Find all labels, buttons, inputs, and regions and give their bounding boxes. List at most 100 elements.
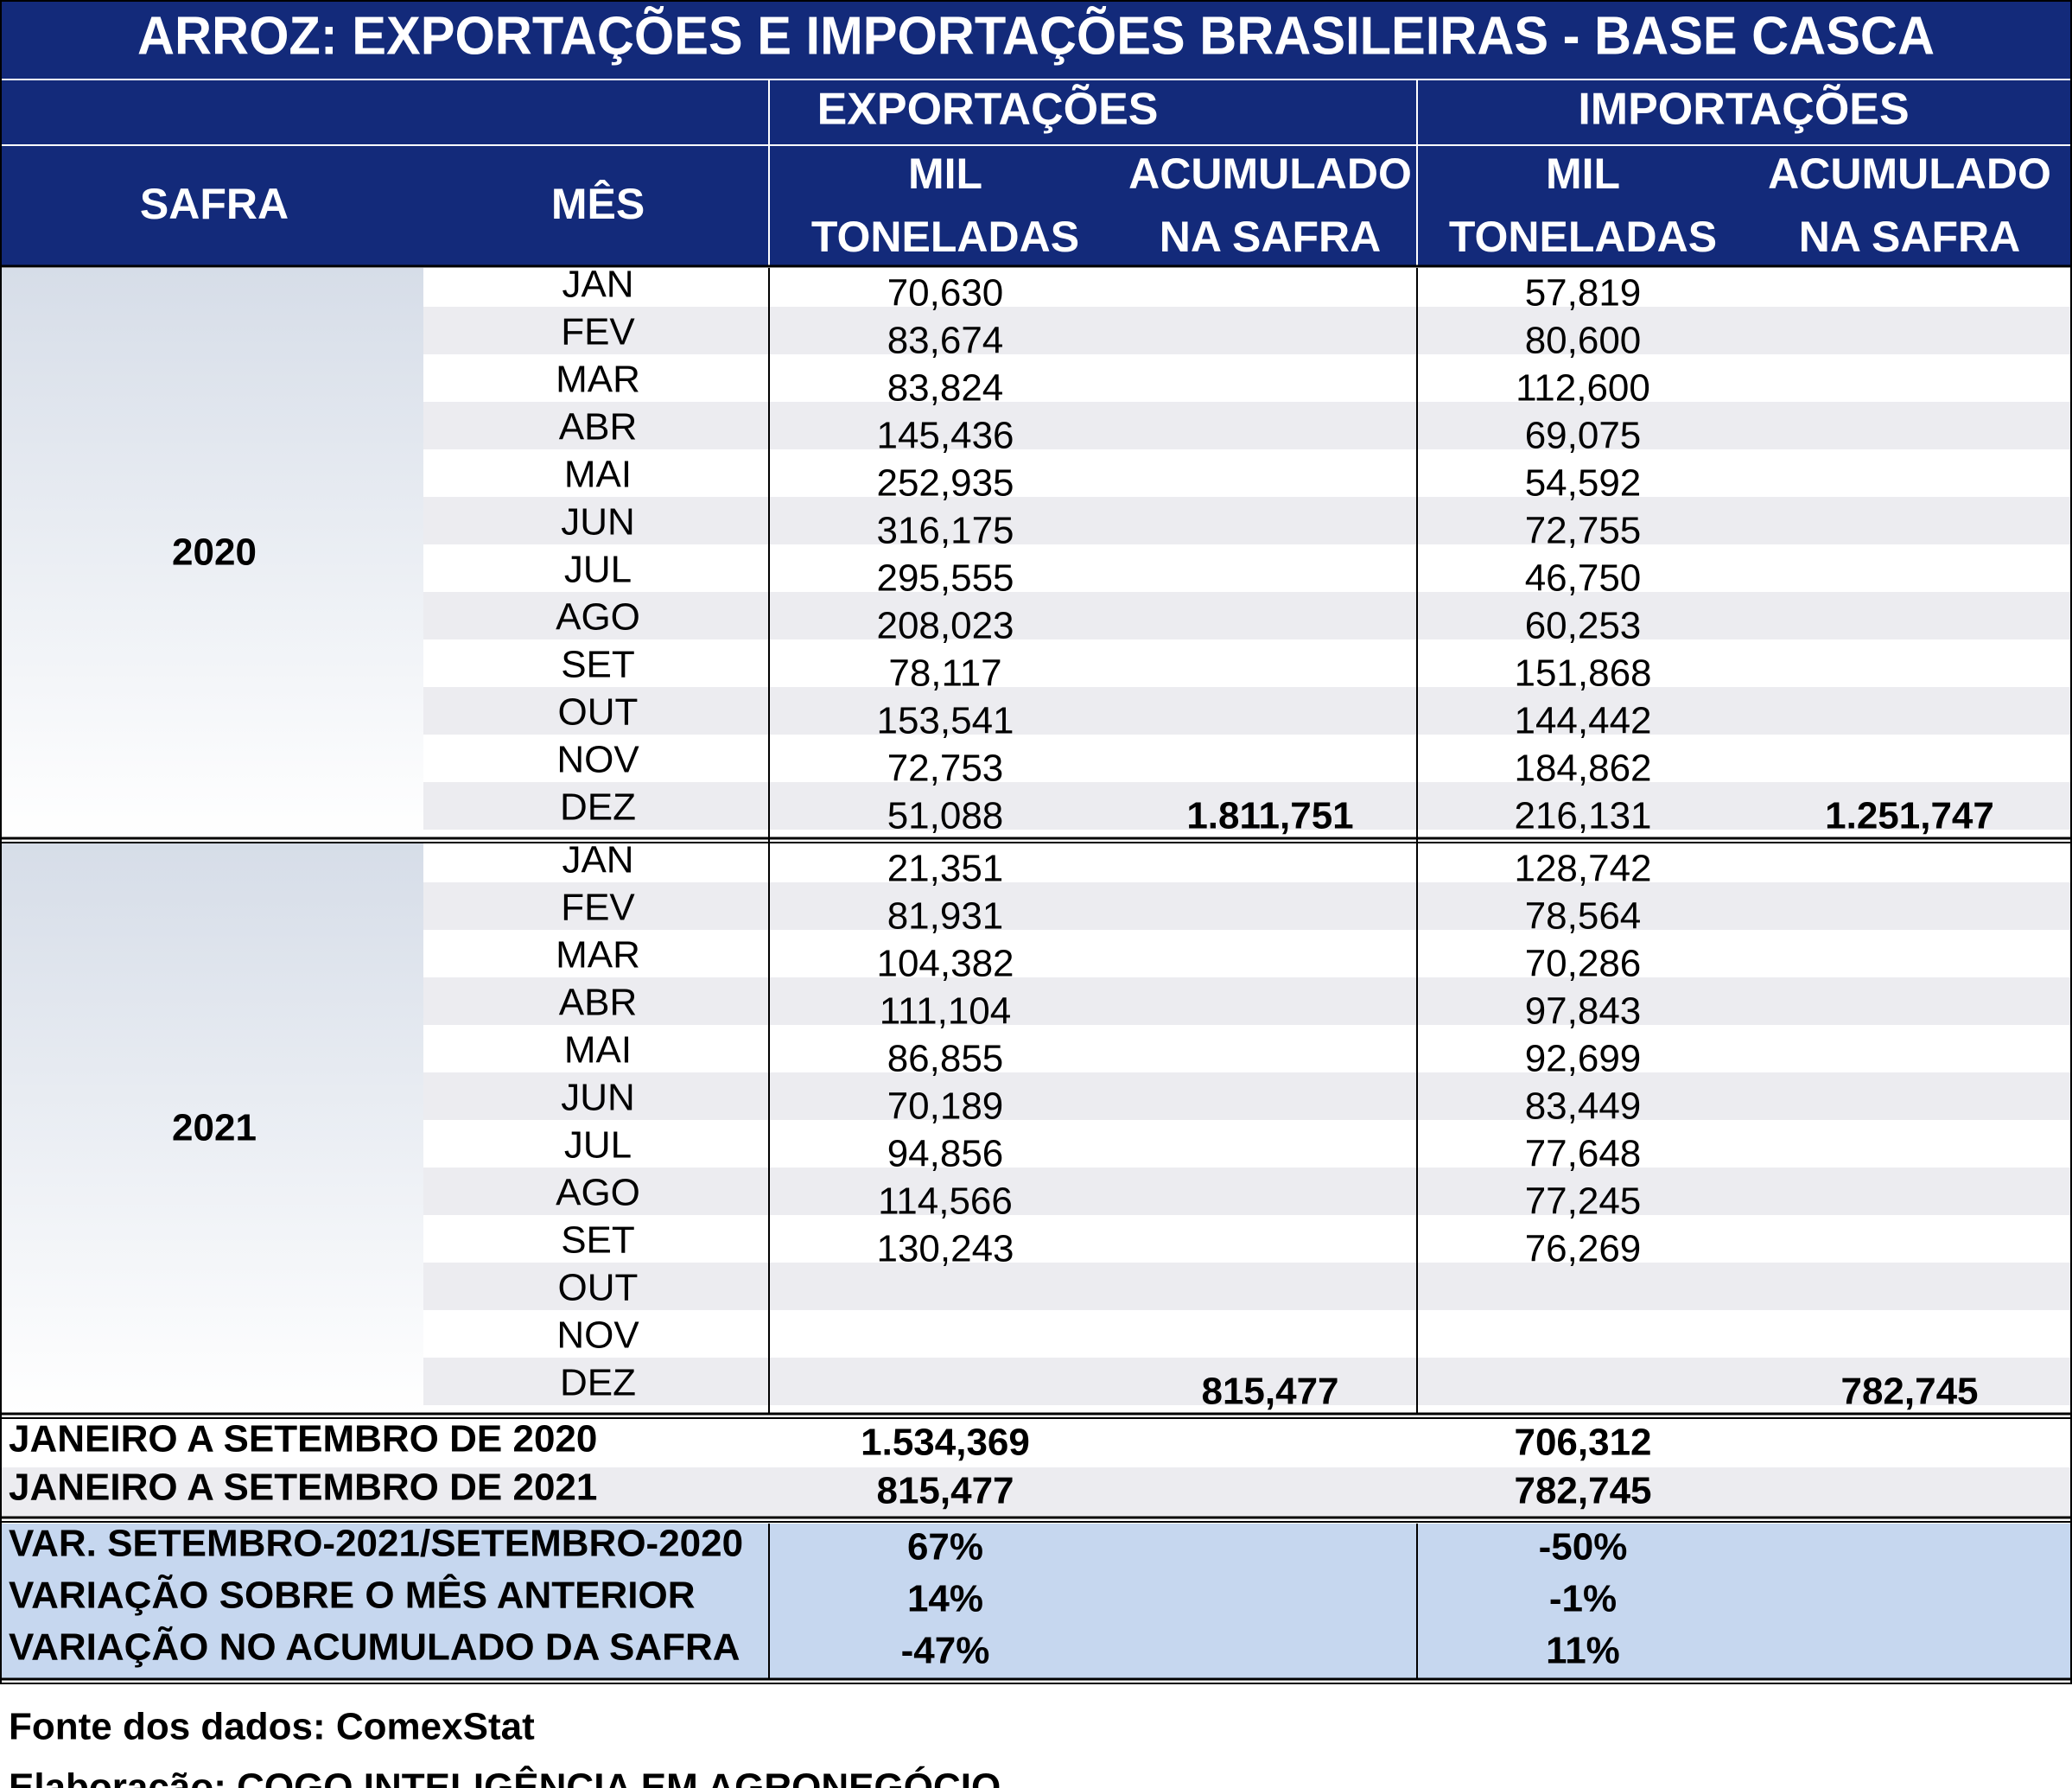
month-label: NOV (556, 1314, 639, 1357)
summary-label: JANEIRO A SETEMBRO DE 2020 (9, 1418, 597, 1460)
header-exp-acum-line1: ACUMULADO (1128, 150, 1412, 198)
import-value: 69,075 (1525, 415, 1642, 457)
safra-year: 2021 (172, 1107, 257, 1149)
header-safra: SAFRA (140, 180, 289, 228)
variation-import: -50% (1539, 1526, 1628, 1568)
footer-author: Elaboração: COGO INTELIGÊNCIA EM AGRONEG… (9, 1766, 1001, 1788)
header-exp-acum-line2: NA SAFRA (1160, 213, 1381, 261)
table-row-band (423, 402, 2072, 410)
summary-export: 1.534,369 (861, 1422, 1030, 1464)
variation-export: 14% (907, 1578, 983, 1620)
variation-import: -1% (1549, 1578, 1617, 1620)
export-value: 104,382 (876, 943, 1014, 985)
month-label: OUT (558, 1267, 639, 1309)
export-value: 81,931 (887, 895, 1004, 938)
import-accumulated: 782,745 (1840, 1371, 1978, 1413)
month-label: ABR (559, 982, 637, 1024)
import-value: 97,843 (1525, 990, 1642, 1033)
table-row-band (423, 544, 2072, 553)
import-value: 216,131 (1514, 795, 1651, 837)
table-row-band (423, 1025, 2072, 1034)
title-bar (0, 0, 2072, 80)
export-value: 208,023 (876, 605, 1014, 647)
header-exportacoes: EXPORTAÇÕES (817, 84, 1159, 135)
summary-import: 782,745 (1514, 1470, 1651, 1512)
month-label: DEZ (560, 786, 636, 829)
export-value: 70,189 (887, 1085, 1004, 1128)
import-value: 77,648 (1525, 1133, 1642, 1175)
import-accumulated: 1.251,747 (1825, 795, 1994, 837)
import-value: 57,819 (1525, 272, 1642, 315)
month-label: OUT (558, 691, 639, 734)
summary-label: JANEIRO A SETEMBRO DE 2021 (9, 1467, 597, 1509)
table-row-band (423, 687, 2072, 696)
table-title: ARROZ: EXPORTAÇÕES E IMPORTAÇÕES BRASILE… (137, 6, 1935, 66)
month-label: SET (561, 1219, 635, 1262)
safra-cell (0, 843, 423, 1414)
summary-row-bg (0, 1467, 2072, 1516)
header-imp-acum-line2: NA SAFRA (1799, 213, 2020, 261)
export-value: 86,855 (887, 1038, 1004, 1080)
summary-import: 706,312 (1514, 1422, 1651, 1464)
table-row-band (423, 930, 2072, 939)
safra-year: 2020 (172, 531, 257, 574)
month-label: FEV (561, 311, 635, 353)
export-value: 316,175 (876, 510, 1014, 552)
month-label: JAN (562, 839, 633, 881)
export-value: 252,935 (876, 462, 1014, 505)
month-label: SET (561, 644, 635, 686)
import-value: 144,442 (1514, 700, 1651, 742)
import-value: 70,286 (1525, 943, 1642, 985)
month-label: JUL (564, 1124, 632, 1167)
month-label: ABR (559, 406, 637, 449)
column-header-bar (0, 145, 2072, 266)
variation-block-bg (0, 1524, 2072, 1679)
header-exp-mil-line1: MIL (908, 150, 982, 198)
month-label: FEV (561, 887, 635, 929)
table-row-band (423, 782, 2072, 791)
table-row-band (423, 977, 2072, 986)
import-value: 54,592 (1525, 462, 1642, 505)
export-accumulated: 815,477 (1201, 1371, 1338, 1413)
header-mes: MÊS (551, 180, 645, 228)
summary-export: 815,477 (876, 1470, 1014, 1512)
table-border (0, 0, 2072, 1684)
month-label: MAR (556, 934, 640, 977)
month-label: AGO (556, 1172, 640, 1214)
import-value: 184,862 (1514, 748, 1651, 790)
table-row-band (423, 830, 2072, 838)
table-row-band (423, 354, 2072, 363)
month-label: NOV (556, 739, 639, 781)
export-value: 114,566 (878, 1180, 1013, 1223)
export-value: 78,117 (888, 652, 1001, 695)
export-value: 83,824 (887, 367, 1004, 410)
month-label: JUN (561, 1077, 635, 1119)
month-label: MAI (564, 454, 632, 496)
table-row-band (423, 307, 2072, 315)
variation-import: 11% (1546, 1630, 1620, 1672)
variation-export: -47% (901, 1630, 990, 1672)
import-value: 46,750 (1525, 557, 1642, 600)
variation-label: VAR. SETEMBRO-2021/SETEMBRO-2020 (9, 1523, 743, 1565)
table-row-band (423, 1263, 2072, 1271)
footer-source: Fonte dos dados: ComexStat (9, 1706, 535, 1748)
table-row-band (423, 639, 2072, 648)
header-imp-mil-line1: MIL (1546, 150, 1620, 198)
export-value: 153,541 (876, 700, 1014, 742)
export-value: 295,555 (876, 557, 1014, 600)
import-value: 92,699 (1525, 1038, 1642, 1080)
import-value: 83,449 (1525, 1085, 1642, 1128)
summary-row-bg (0, 1419, 2072, 1467)
table-row-band (423, 1072, 2072, 1081)
variation-label: VARIAÇÃO NO ACUMULADO DA SAFRA (9, 1626, 740, 1669)
table-row-band (423, 1405, 2072, 1414)
export-value: 51,088 (887, 795, 1004, 837)
header-exp-mil-line2: TONELADAS (811, 213, 1079, 261)
export-value: 72,753 (887, 748, 1004, 790)
import-value: 78,564 (1525, 895, 1642, 938)
import-value: 151,868 (1514, 652, 1651, 695)
safra-cell (0, 268, 423, 838)
header-importacoes: IMPORTAÇÕES (1578, 84, 1909, 135)
table-row-band (423, 1215, 2072, 1224)
table-row-band (423, 497, 2072, 506)
